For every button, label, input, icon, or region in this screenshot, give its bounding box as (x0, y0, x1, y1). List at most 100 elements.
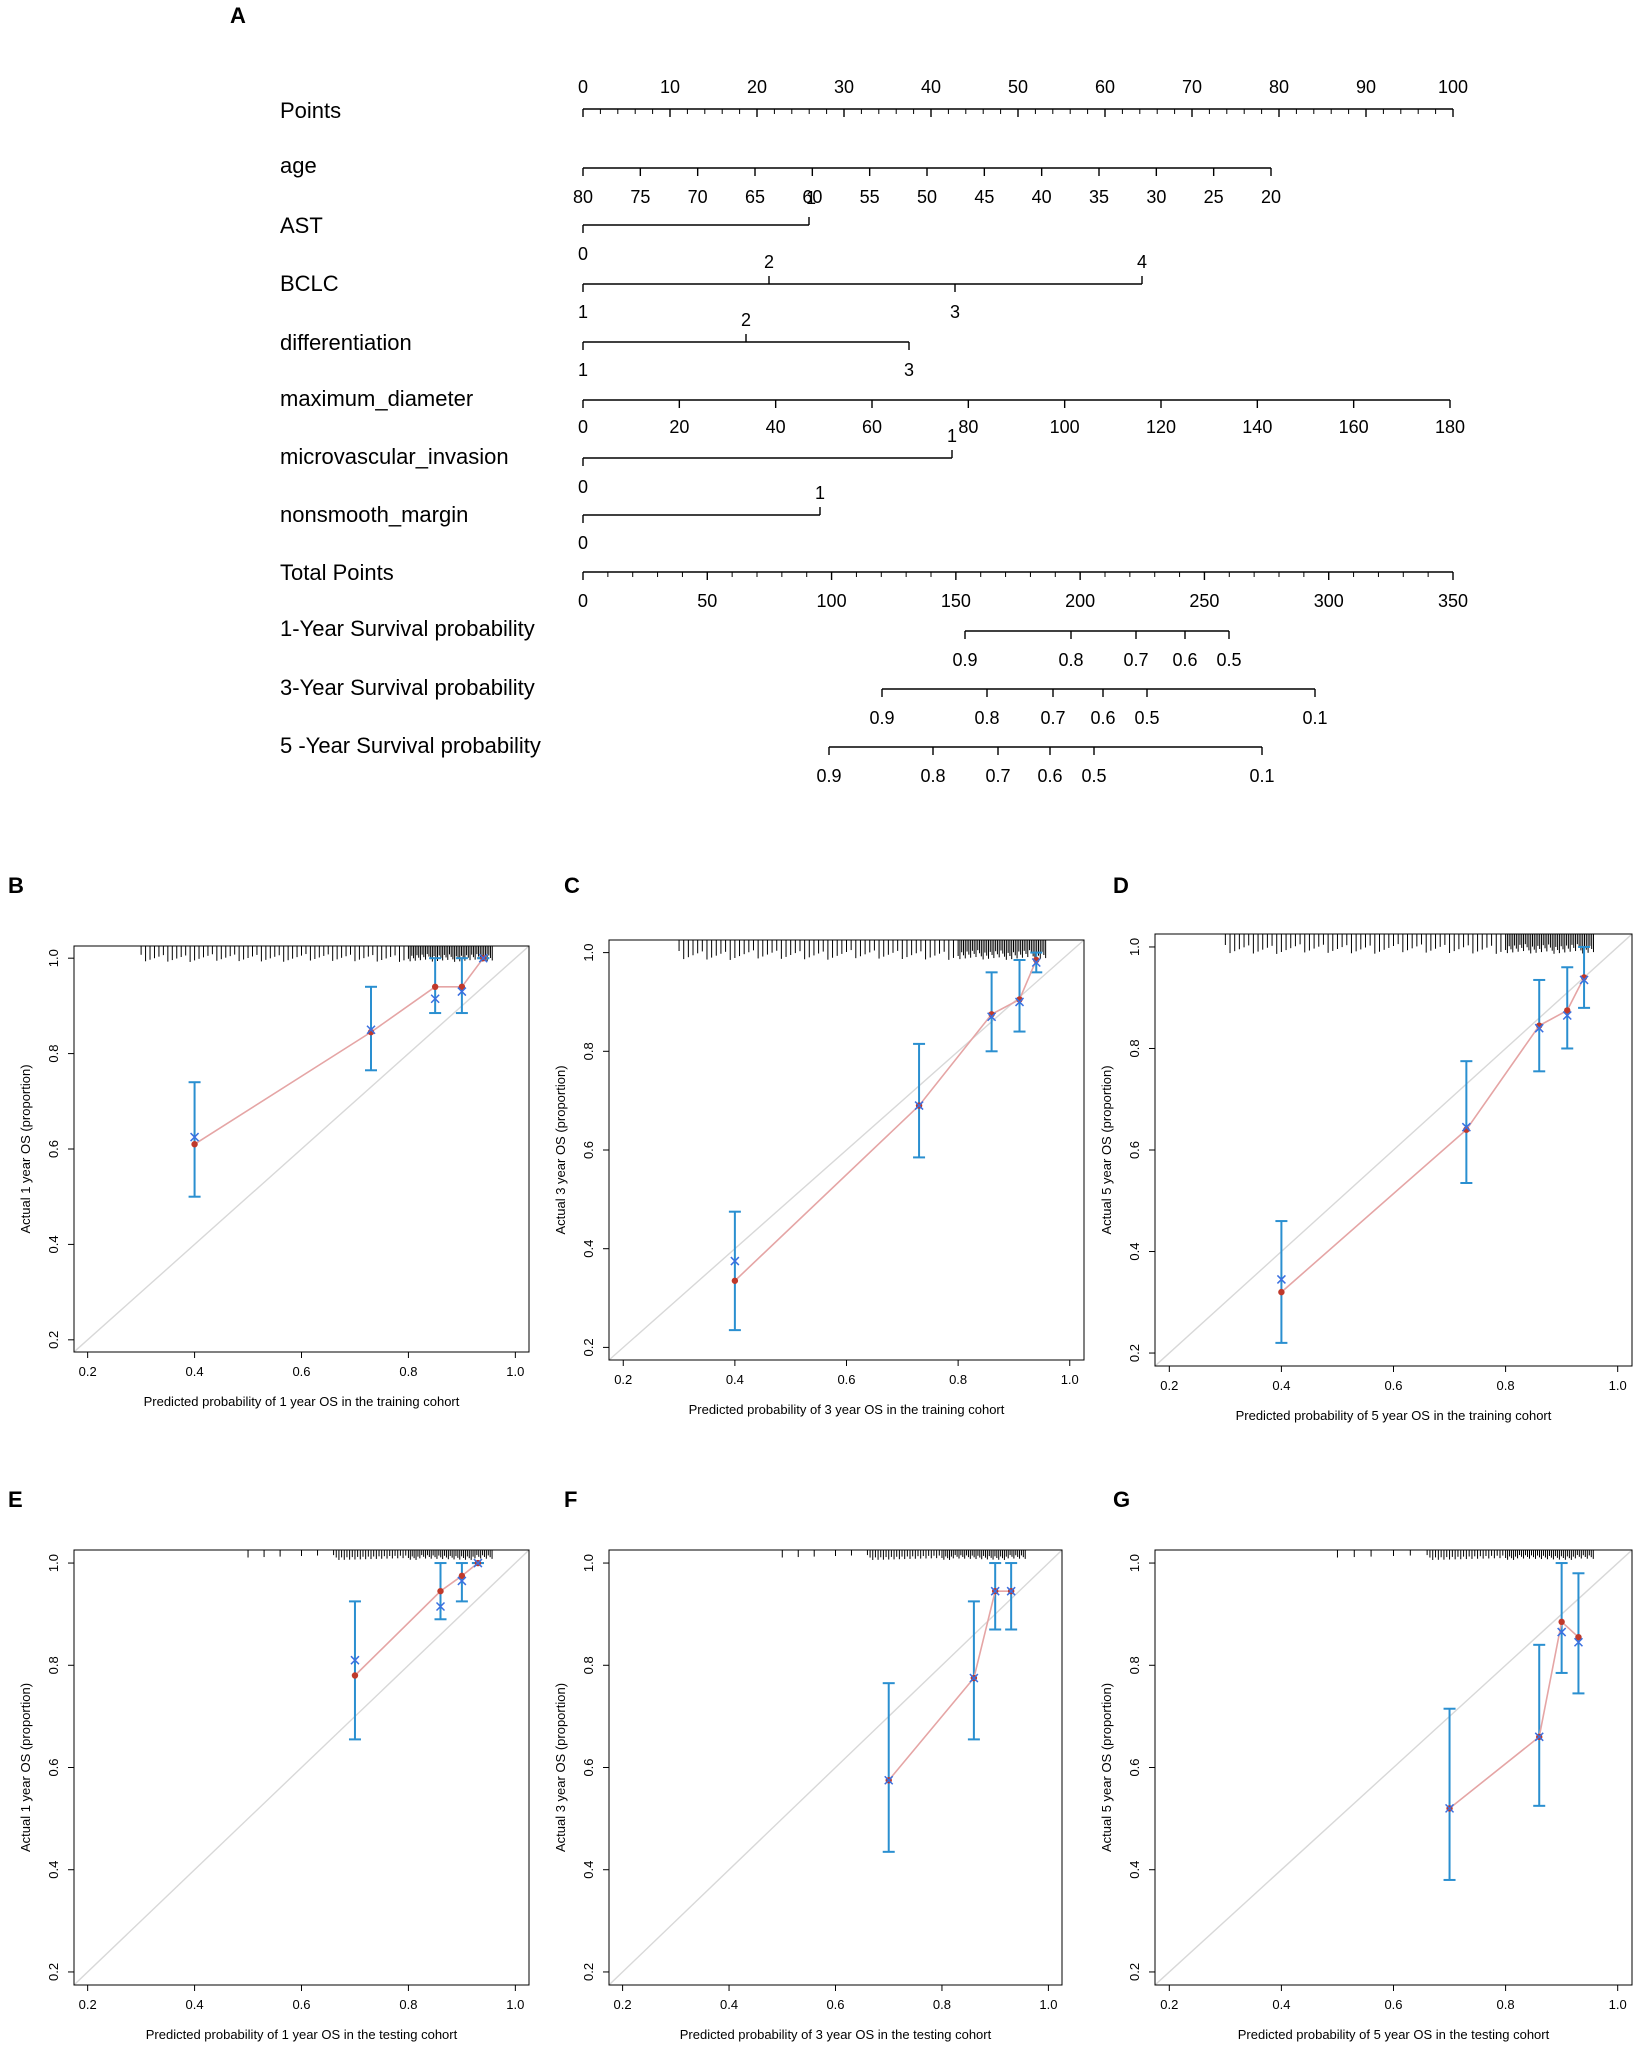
y-tick-label: 0.6 (1127, 1141, 1142, 1159)
y-tick-label: 0.4 (581, 1240, 596, 1258)
nomogram-row-label: microvascular_invasion (280, 444, 509, 469)
scale-tick-label: 4 (1137, 252, 1147, 272)
marker-stroke (457, 1576, 467, 1586)
scale-tick-label: 0.8 (1058, 650, 1083, 670)
y-tick-label: 0.6 (581, 1758, 596, 1776)
x-tick-label: 0.8 (1497, 1378, 1515, 1393)
scale-tick-label: 75 (630, 187, 650, 207)
bias-corrected-marker (457, 1576, 467, 1586)
y-tick-label: 0.2 (46, 1331, 61, 1349)
marker-stroke (190, 1132, 200, 1142)
nomogram-3yr-survival-scale: 0.9 0.8 0.7 0.6 0.5 0.1 (869, 688, 1328, 728)
nomogram-bclc-scale: 1 2 3 4 (578, 252, 1147, 322)
bias-corrected-marker (1014, 997, 1025, 1007)
y-tick-label: 0.6 (46, 1140, 61, 1158)
scale-tick-label: 1 (578, 302, 588, 322)
y-axis-title: Actual 3 year OS (proportion) (553, 1683, 568, 1852)
bias-corrected-marker (914, 1101, 924, 1111)
x-tick-label: 0.4 (1272, 1997, 1290, 2012)
scale-tick-label: 80 (1269, 77, 1289, 97)
scale-tick-label: 150 (941, 591, 971, 611)
x-tick-label: 0.8 (399, 1364, 417, 1379)
scale-tick-label: 0.9 (816, 766, 841, 786)
x-tick-label: 0.6 (292, 1364, 310, 1379)
scale-tick-label: 1 (815, 483, 825, 503)
scale-tick-label: 250 (1189, 591, 1219, 611)
scale-tick-label: 0.6 (1172, 650, 1197, 670)
scale-tick-label: 10 (660, 77, 680, 97)
scale-tick-label: 0 (578, 591, 588, 611)
y-axis-title: Actual 5 year OS (proportion) (1099, 1065, 1114, 1234)
observed-point (458, 983, 466, 991)
scale-tick-label: 40 (1032, 187, 1052, 207)
scale-tick-label: 0.6 (1090, 708, 1115, 728)
calibration-plot-c: 0.2 0.4 0.6 0.8 1.0 0.2 0.4 0.6 0.8 1.0 Predicted … (553, 939, 1085, 1417)
bias-corrected-marker (1461, 1122, 1471, 1132)
scale-tick-label: 100 (1438, 77, 1468, 97)
nomogram-microvascular-scale: 01 (578, 426, 957, 497)
plot-area (1155, 934, 1632, 1366)
marker-stroke (430, 994, 440, 1004)
y-tick-label: 1.0 (581, 1554, 596, 1572)
bias-corrected-marker (473, 1558, 483, 1568)
nomogram-nonsmooth-scale: 01 (578, 483, 825, 553)
scale-tick-label: 30 (1146, 187, 1166, 207)
bias-corrected-marker (884, 1775, 894, 1785)
x-tick-label: 0.2 (1160, 1378, 1178, 1393)
marker-stroke (1573, 1637, 1583, 1647)
scale-tick-label: 0.1 (1249, 766, 1274, 786)
y-tick-label: 0.2 (1127, 1344, 1142, 1362)
scale-tick-label: 300 (1314, 591, 1344, 611)
marker-stroke (1557, 1627, 1567, 1637)
y-tick-label: 0.4 (1127, 1861, 1142, 1879)
bias-corrected-marker (478, 953, 488, 963)
x-tick-label: 0.2 (1160, 1997, 1178, 2012)
x-tick-label: 0.4 (186, 1364, 204, 1379)
scale-tick-label: 3 (904, 360, 914, 380)
observed-point (731, 1277, 739, 1284)
scale-tick-label: 0.9 (952, 650, 977, 670)
scale-tick-label: 0.5 (1081, 766, 1106, 786)
y-tick-label: 0.4 (1127, 1242, 1142, 1260)
scale-tick-label: 80 (958, 417, 978, 437)
bias-corrected-marker (1534, 1023, 1544, 1033)
panel-label-b: B (8, 873, 24, 898)
scale-tick-label: 65 (745, 187, 765, 207)
marker-stroke (987, 1012, 997, 1022)
x-tick-label: 1.0 (1609, 1997, 1627, 2012)
ideal-diagonal-line (609, 940, 1084, 1360)
y-tick-label: 0.8 (46, 1045, 61, 1063)
scale-tick-label: 350 (1438, 591, 1468, 611)
x-tick-label: 1.0 (1039, 1997, 1057, 2012)
scale-tick-label: 0.7 (1040, 708, 1065, 728)
scale-tick-label: 20 (747, 77, 767, 97)
marker-stroke (1276, 1274, 1286, 1284)
nomogram-row-label: 5 -Year Survival probability (280, 733, 541, 758)
scale-tick-label: 40 (921, 77, 941, 97)
nomogram-row-label: maximum_diameter (280, 386, 473, 411)
x-axis-title: Predicted probability of 5 year OS in th… (1236, 1408, 1552, 1423)
nomogram-total-points-scale: 0 50 100 150 200 250 300 350 (578, 571, 1468, 611)
ideal-diagonal-line (74, 1550, 529, 1985)
bias-corrected-marker (1557, 1627, 1567, 1637)
observed-point (437, 1587, 444, 1595)
x-tick-label: 0.2 (79, 1997, 97, 2012)
nomogram-5yr-survival-scale: 0.9 0.8 0.7 0.6 0.5 0.1 (816, 746, 1275, 786)
scale-tick-label: 100 (1050, 417, 1080, 437)
calibration-curve (354, 1562, 479, 1677)
bias-corrected-marker (1534, 1732, 1544, 1742)
scale-tick-label: 40 (766, 417, 786, 437)
marker-stroke (478, 953, 488, 963)
scale-tick-label: 1 (578, 360, 588, 380)
y-tick-label: 0.8 (581, 1656, 596, 1674)
bias-corrected-marker (1031, 957, 1041, 968)
scale-tick-label: 70 (1182, 77, 1202, 97)
plot-area (609, 940, 1084, 1360)
nomogram-points-scale: 0 10 20 30 40 50 60 70 80 90 100 (578, 77, 1468, 117)
scale-tick-label: 25 (1204, 187, 1224, 207)
scale-tick-label: 0 (578, 244, 588, 264)
x-tick-label: 0.2 (79, 1364, 97, 1379)
scale-tick-label: 0 (578, 417, 588, 437)
x-axis-title: Predicted probability of 1 year OS in th… (144, 1394, 460, 1409)
y-tick-label: 0.4 (46, 1861, 61, 1879)
